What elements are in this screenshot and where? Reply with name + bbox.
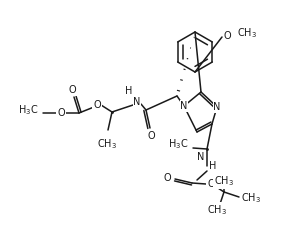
Text: CH$_3$: CH$_3$ (241, 191, 261, 205)
Text: H$_3$C: H$_3$C (18, 103, 38, 117)
Text: O: O (224, 31, 232, 41)
Text: N: N (197, 152, 204, 162)
Text: CH$_3$: CH$_3$ (207, 203, 227, 217)
Text: O: O (57, 108, 65, 118)
Text: CH$_3$: CH$_3$ (97, 137, 117, 151)
Text: O: O (93, 100, 101, 110)
Text: CH$_3$: CH$_3$ (237, 26, 257, 40)
Text: N: N (213, 102, 221, 112)
Text: O: O (207, 179, 215, 189)
Text: N: N (180, 101, 188, 111)
Text: H: H (125, 86, 133, 96)
Text: H: H (209, 161, 217, 171)
Text: O: O (147, 131, 155, 141)
Text: N: N (133, 97, 140, 107)
Text: O: O (68, 85, 76, 95)
Text: O: O (163, 173, 171, 183)
Text: H$_3$C: H$_3$C (168, 137, 188, 151)
Text: CH$_3$: CH$_3$ (214, 174, 234, 188)
